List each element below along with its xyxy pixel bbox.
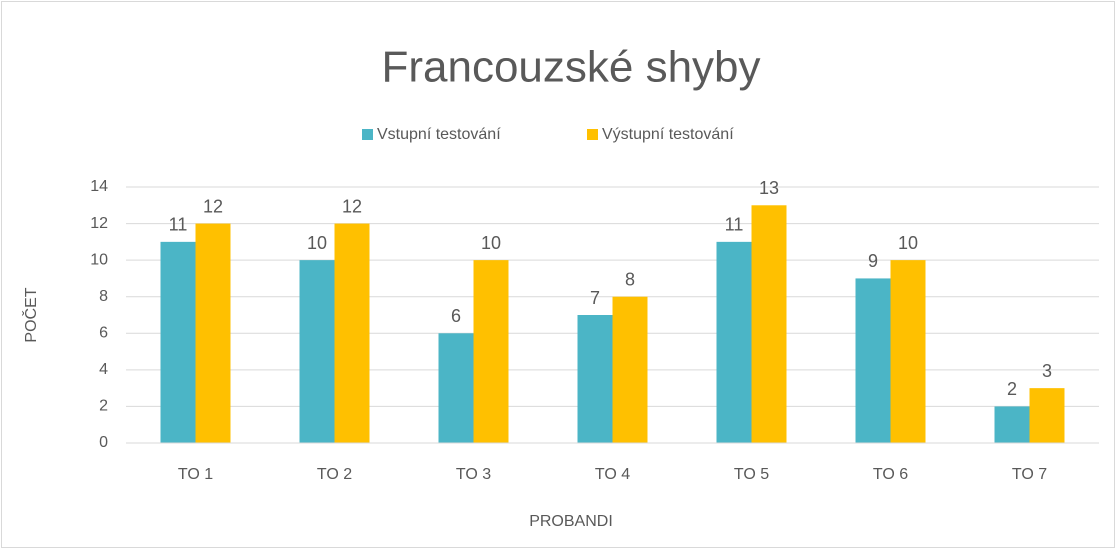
bar — [195, 223, 231, 443]
bar — [890, 260, 926, 443]
y-tick-label: 2 — [99, 398, 108, 415]
data-label: 11 — [169, 215, 188, 235]
bar — [716, 241, 752, 443]
bar — [577, 315, 613, 443]
x-tick-label: TO 4 — [595, 466, 630, 483]
x-axis-title: PROBANDI — [529, 513, 613, 530]
y-tick-label: 6 — [99, 325, 108, 342]
bar — [994, 406, 1030, 443]
data-label: 13 — [759, 178, 779, 198]
data-label: 7 — [590, 288, 600, 308]
legend-label: Výstupní testování — [602, 126, 734, 143]
x-tick-label: TO 1 — [178, 466, 213, 483]
legend-swatch — [362, 129, 373, 140]
data-label: 12 — [203, 196, 223, 216]
bar — [299, 260, 335, 443]
y-tick-label: 0 — [99, 434, 108, 451]
chart-title: Francouzské shyby — [381, 43, 760, 92]
data-label: 12 — [342, 196, 362, 216]
y-tick-label: 12 — [90, 215, 108, 232]
data-label: 10 — [898, 233, 918, 253]
bar — [612, 296, 648, 443]
data-label: 3 — [1042, 361, 1052, 381]
bar — [473, 260, 509, 443]
data-label: 8 — [625, 269, 635, 289]
data-label: 6 — [451, 306, 461, 326]
y-tick-label: 10 — [90, 251, 108, 268]
x-tick-label: TO 7 — [1012, 466, 1047, 483]
bar — [1029, 388, 1065, 443]
legend-swatch — [587, 129, 598, 140]
bar — [855, 278, 891, 443]
y-tick-label: 4 — [99, 361, 108, 378]
x-tick-label: TO 6 — [873, 466, 908, 483]
x-tick-label: TO 3 — [456, 466, 491, 483]
y-tick-label: 14 — [90, 178, 108, 195]
bar — [438, 333, 474, 443]
y-tick-label: 8 — [99, 288, 108, 305]
legend-label: Vstupní testování — [377, 126, 501, 143]
data-label: 2 — [1007, 379, 1017, 399]
y-axis-title: POČET — [21, 287, 40, 342]
data-label: 10 — [481, 233, 501, 253]
bar — [160, 241, 196, 443]
x-tick-label: TO 2 — [317, 466, 352, 483]
data-label: 9 — [868, 251, 878, 271]
bar — [751, 205, 787, 443]
data-label: 11 — [725, 215, 744, 235]
data-label: 10 — [307, 233, 327, 253]
x-tick-label: TO 5 — [734, 466, 769, 483]
bar — [334, 223, 370, 443]
